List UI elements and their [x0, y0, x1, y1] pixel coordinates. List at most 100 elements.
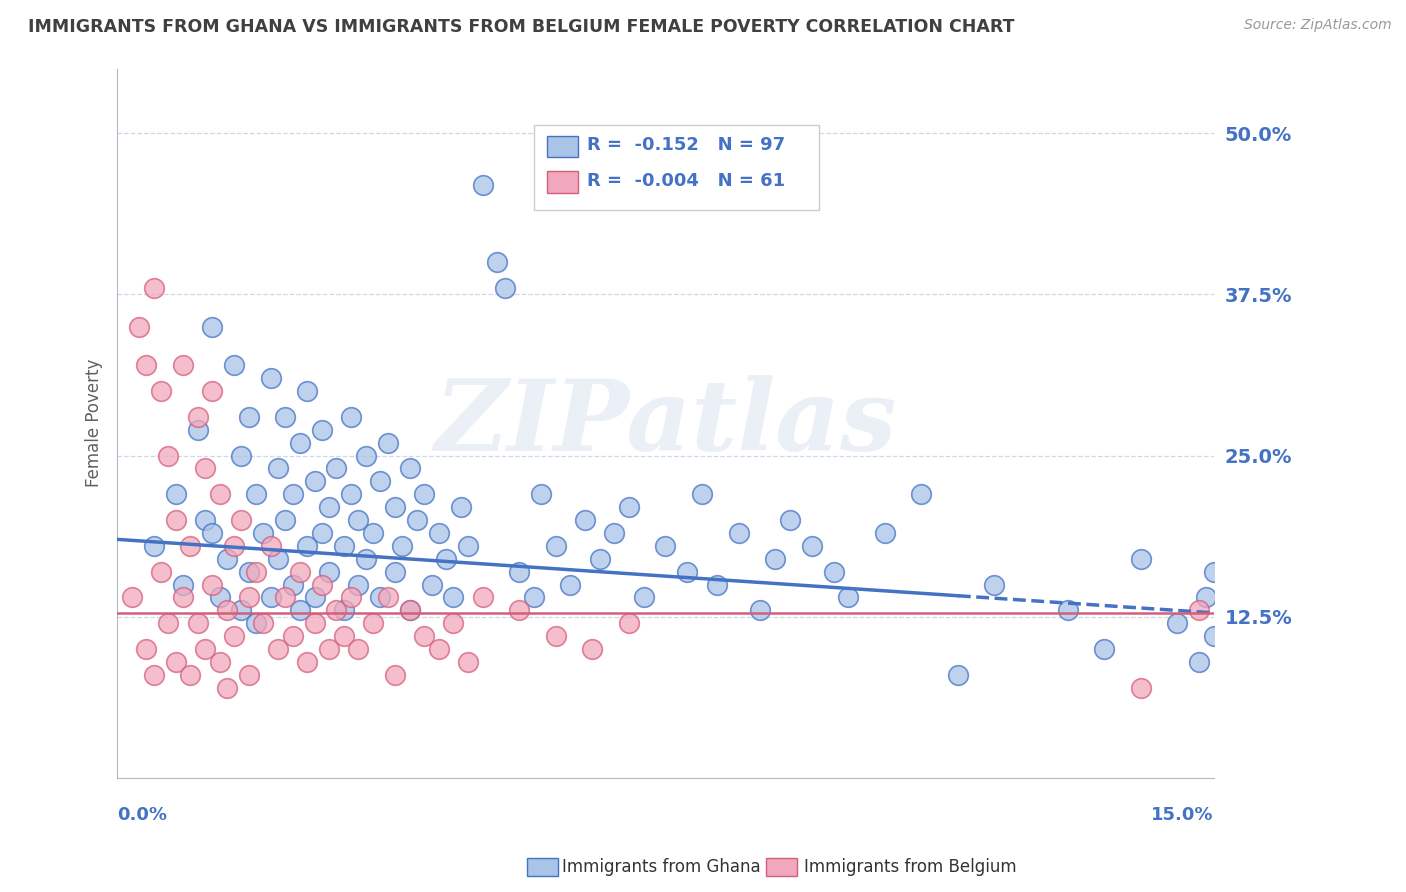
Point: [1202, 629, 1225, 643]
Point: [165, 487, 187, 501]
Point: [727, 525, 749, 540]
Point: [763, 551, 786, 566]
Point: [457, 539, 479, 553]
Point: [340, 487, 363, 501]
Point: [340, 591, 363, 605]
Point: [333, 603, 356, 617]
Point: [384, 668, 406, 682]
Point: [823, 565, 845, 579]
Point: [297, 655, 319, 669]
Point: [304, 475, 326, 489]
Point: [201, 319, 224, 334]
Text: 15.0%: 15.0%: [1152, 806, 1213, 824]
Point: [391, 539, 413, 553]
Point: [318, 565, 340, 579]
Point: [325, 603, 347, 617]
Point: [654, 539, 676, 553]
Point: [633, 591, 655, 605]
Point: [135, 642, 157, 657]
Point: [471, 178, 494, 192]
Point: [208, 487, 231, 501]
Point: [873, 525, 896, 540]
Point: [427, 525, 450, 540]
Text: 0.0%: 0.0%: [117, 806, 167, 824]
Point: [260, 539, 283, 553]
Point: [1129, 551, 1152, 566]
Point: [377, 435, 399, 450]
Point: [224, 358, 246, 372]
Point: [384, 565, 406, 579]
Point: [1195, 591, 1218, 605]
Point: [946, 668, 969, 682]
Point: [260, 371, 283, 385]
Point: [281, 577, 304, 591]
Point: [1129, 681, 1152, 695]
Point: [406, 513, 429, 527]
Point: [224, 629, 246, 643]
Point: [179, 539, 201, 553]
Point: [311, 577, 333, 591]
Point: [208, 591, 231, 605]
Point: [800, 539, 823, 553]
Point: [201, 577, 224, 591]
Point: [354, 551, 377, 566]
Point: [581, 642, 603, 657]
Text: Source: ZipAtlas.com: Source: ZipAtlas.com: [1244, 18, 1392, 32]
Text: IMMIGRANTS FROM GHANA VS IMMIGRANTS FROM BELGIUM FEMALE POVERTY CORRELATION CHAR: IMMIGRANTS FROM GHANA VS IMMIGRANTS FROM…: [28, 18, 1015, 36]
Point: [370, 591, 392, 605]
Point: [347, 577, 370, 591]
Point: [494, 281, 516, 295]
Point: [187, 616, 209, 631]
Point: [749, 603, 772, 617]
Point: [245, 616, 267, 631]
Point: [297, 384, 319, 398]
Point: [231, 513, 253, 527]
Point: [370, 475, 392, 489]
Point: [413, 487, 436, 501]
Point: [142, 281, 165, 295]
Point: [325, 461, 347, 475]
Point: [245, 565, 267, 579]
Point: [1166, 616, 1188, 631]
Point: [523, 591, 546, 605]
Text: Immigrants from Belgium: Immigrants from Belgium: [804, 858, 1017, 876]
Point: [274, 409, 297, 424]
Point: [165, 513, 187, 527]
Point: [340, 409, 363, 424]
Point: [1188, 655, 1211, 669]
Point: [1092, 642, 1115, 657]
Point: [318, 500, 340, 515]
Point: [560, 577, 582, 591]
Point: [172, 358, 194, 372]
Point: [231, 449, 253, 463]
Point: [1188, 603, 1211, 617]
Point: [267, 551, 290, 566]
Point: [427, 642, 450, 657]
Point: [238, 409, 260, 424]
Point: [377, 591, 399, 605]
Point: [157, 616, 180, 631]
Point: [617, 616, 640, 631]
Point: [311, 423, 333, 437]
Point: [544, 539, 567, 553]
Text: R =  -0.004   N = 61: R = -0.004 N = 61: [586, 171, 785, 190]
Text: Immigrants from Ghana: Immigrants from Ghana: [562, 858, 761, 876]
Point: [420, 577, 443, 591]
Point: [281, 629, 304, 643]
Point: [333, 629, 356, 643]
Point: [434, 551, 457, 566]
Point: [172, 591, 194, 605]
Point: [288, 435, 311, 450]
Point: [238, 668, 260, 682]
Point: [837, 591, 859, 605]
Point: [508, 603, 530, 617]
Point: [398, 603, 420, 617]
Point: [215, 551, 238, 566]
Point: [274, 513, 297, 527]
Point: [413, 629, 436, 643]
Point: [457, 655, 479, 669]
Point: [1056, 603, 1078, 617]
Point: [128, 319, 150, 334]
Point: [603, 525, 626, 540]
Point: [450, 500, 472, 515]
